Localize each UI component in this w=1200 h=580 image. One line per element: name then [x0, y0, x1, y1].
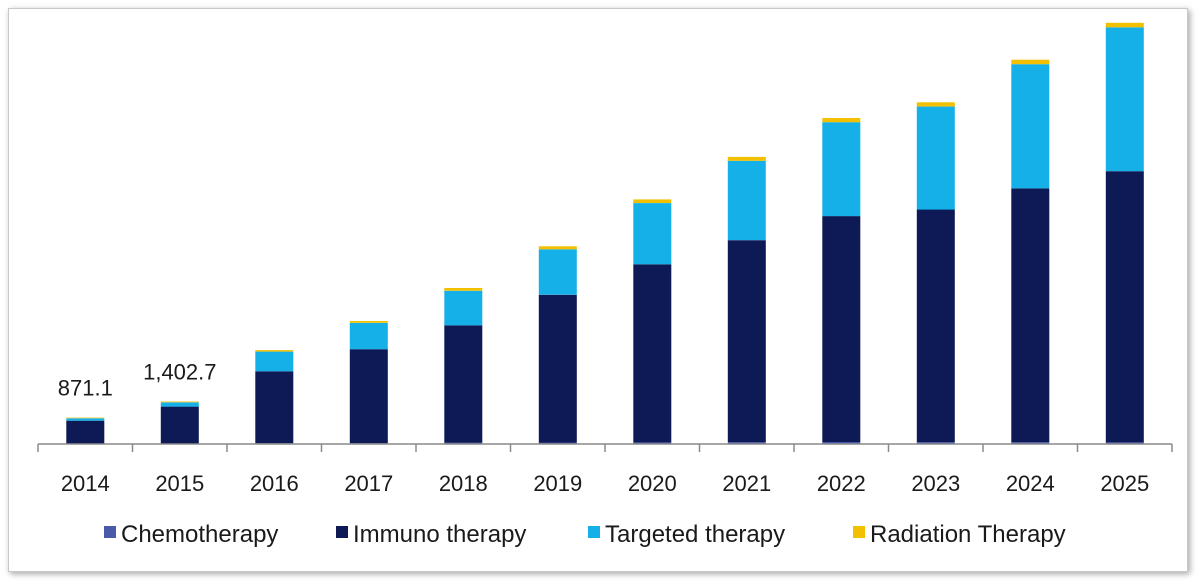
bar-segment-targeted-therapy-2022 [822, 122, 861, 217]
bar-segment-targeted-therapy-2024 [1011, 64, 1050, 189]
x-tick-label-2017: 2017 [344, 471, 393, 496]
bar-segment-chemotherapy-2022 [822, 442, 861, 444]
bar-segment-immuno-therapy-2015 [160, 406, 199, 444]
bar-segment-targeted-therapy-2015 [160, 402, 199, 407]
x-tick-label-2021: 2021 [722, 471, 771, 496]
bar-segment-immuno-therapy-2014 [66, 420, 105, 444]
bar-segment-radiation-therapy-2016 [255, 350, 294, 352]
bar-segment-immuno-therapy-2016 [255, 371, 294, 444]
x-tick-label-2020: 2020 [628, 471, 677, 496]
bar-segment-targeted-therapy-2018 [444, 290, 483, 326]
legend-swatch-chemotherapy [104, 526, 116, 538]
bar-segment-targeted-therapy-2025 [1105, 27, 1144, 172]
legend-swatch-radiation-therapy [853, 526, 865, 538]
bar-segment-immuno-therapy-2022 [822, 216, 861, 442]
legend-swatch-immuno-therapy [336, 526, 348, 538]
legend-label-targeted-therapy: Targeted therapy [605, 521, 785, 548]
bar-segment-targeted-therapy-2020 [633, 203, 672, 265]
data-label-2015: 1,402.7 [143, 360, 216, 385]
legend-swatch-targeted-therapy [588, 526, 600, 538]
bar-segment-immuno-therapy-2025 [1105, 171, 1144, 443]
bar-segment-targeted-therapy-2014 [66, 418, 105, 421]
x-tick-label-2016: 2016 [250, 471, 299, 496]
bar-segment-radiation-therapy-2023 [916, 102, 955, 107]
bar-segment-radiation-therapy-2024 [1011, 59, 1050, 65]
x-axis-ticks [37, 444, 1173, 452]
legend-label-chemotherapy: Chemotherapy [121, 521, 278, 548]
legend-label-immuno-therapy: Immuno therapy [353, 521, 526, 548]
bar-segment-chemotherapy-2025 [1105, 442, 1144, 444]
legend-label-radiation-therapy: Radiation Therapy [870, 521, 1066, 548]
x-tick-label-2019: 2019 [533, 471, 582, 496]
x-tick-label-2022: 2022 [817, 471, 866, 496]
bar-segment-chemotherapy-2023 [916, 442, 955, 444]
bar-segment-immuno-therapy-2018 [444, 325, 483, 443]
bar-segment-targeted-therapy-2021 [727, 160, 766, 241]
bar-segment-radiation-therapy-2015 [160, 401, 199, 403]
x-tick-label-2023: 2023 [911, 471, 960, 496]
bar-segment-targeted-therapy-2023 [916, 106, 955, 210]
bar-segment-immuno-therapy-2021 [727, 240, 766, 443]
bar-segment-targeted-therapy-2017 [349, 322, 388, 350]
x-tick-label-2018: 2018 [439, 471, 488, 496]
bar-segment-immuno-therapy-2020 [633, 264, 672, 443]
x-tick-label-2015: 2015 [155, 471, 204, 496]
bar-segment-targeted-therapy-2019 [538, 249, 577, 295]
bar-segment-immuno-therapy-2019 [538, 294, 577, 443]
bar-segment-chemotherapy-2024 [1011, 442, 1050, 444]
bar-segment-immuno-therapy-2024 [1011, 188, 1050, 443]
x-axis-tick-labels: 2014 2015 2016 2017 2018 2019 2020 2021 2022 2023… [61, 471, 1149, 496]
bar-segment-radiation-therapy-2017 [349, 321, 388, 323]
bar-segment-chemotherapy-2020 [633, 442, 672, 444]
bar-segment-radiation-therapy-2018 [444, 288, 483, 291]
bar-segment-radiation-therapy-2022 [822, 118, 861, 123]
bar-segment-radiation-therapy-2020 [633, 199, 672, 203]
bar-segment-radiation-therapy-2025 [1105, 22, 1144, 28]
x-tick-label-2024: 2024 [1006, 471, 1055, 496]
bar-segment-radiation-therapy-2021 [727, 156, 766, 161]
x-tick-label-2025: 2025 [1100, 471, 1149, 496]
chart-frame [8, 8, 1188, 572]
bar-segment-targeted-therapy-2016 [255, 351, 294, 372]
bar-segment-radiation-therapy-2014 [66, 417, 105, 419]
bar-segment-immuno-therapy-2023 [916, 209, 955, 443]
x-tick-label-2014: 2014 [61, 471, 110, 496]
data-labels-layer: 871.1 1,402.7 [58, 360, 217, 401]
bars-layer [66, 22, 1144, 445]
bar-segment-immuno-therapy-2017 [349, 349, 388, 444]
bar-segment-chemotherapy-2021 [727, 442, 766, 444]
bar-segment-radiation-therapy-2019 [538, 246, 577, 250]
legend: Chemotherapy Immuno therapy Targeted thera… [104, 521, 1066, 548]
data-label-2014: 871.1 [58, 376, 113, 401]
